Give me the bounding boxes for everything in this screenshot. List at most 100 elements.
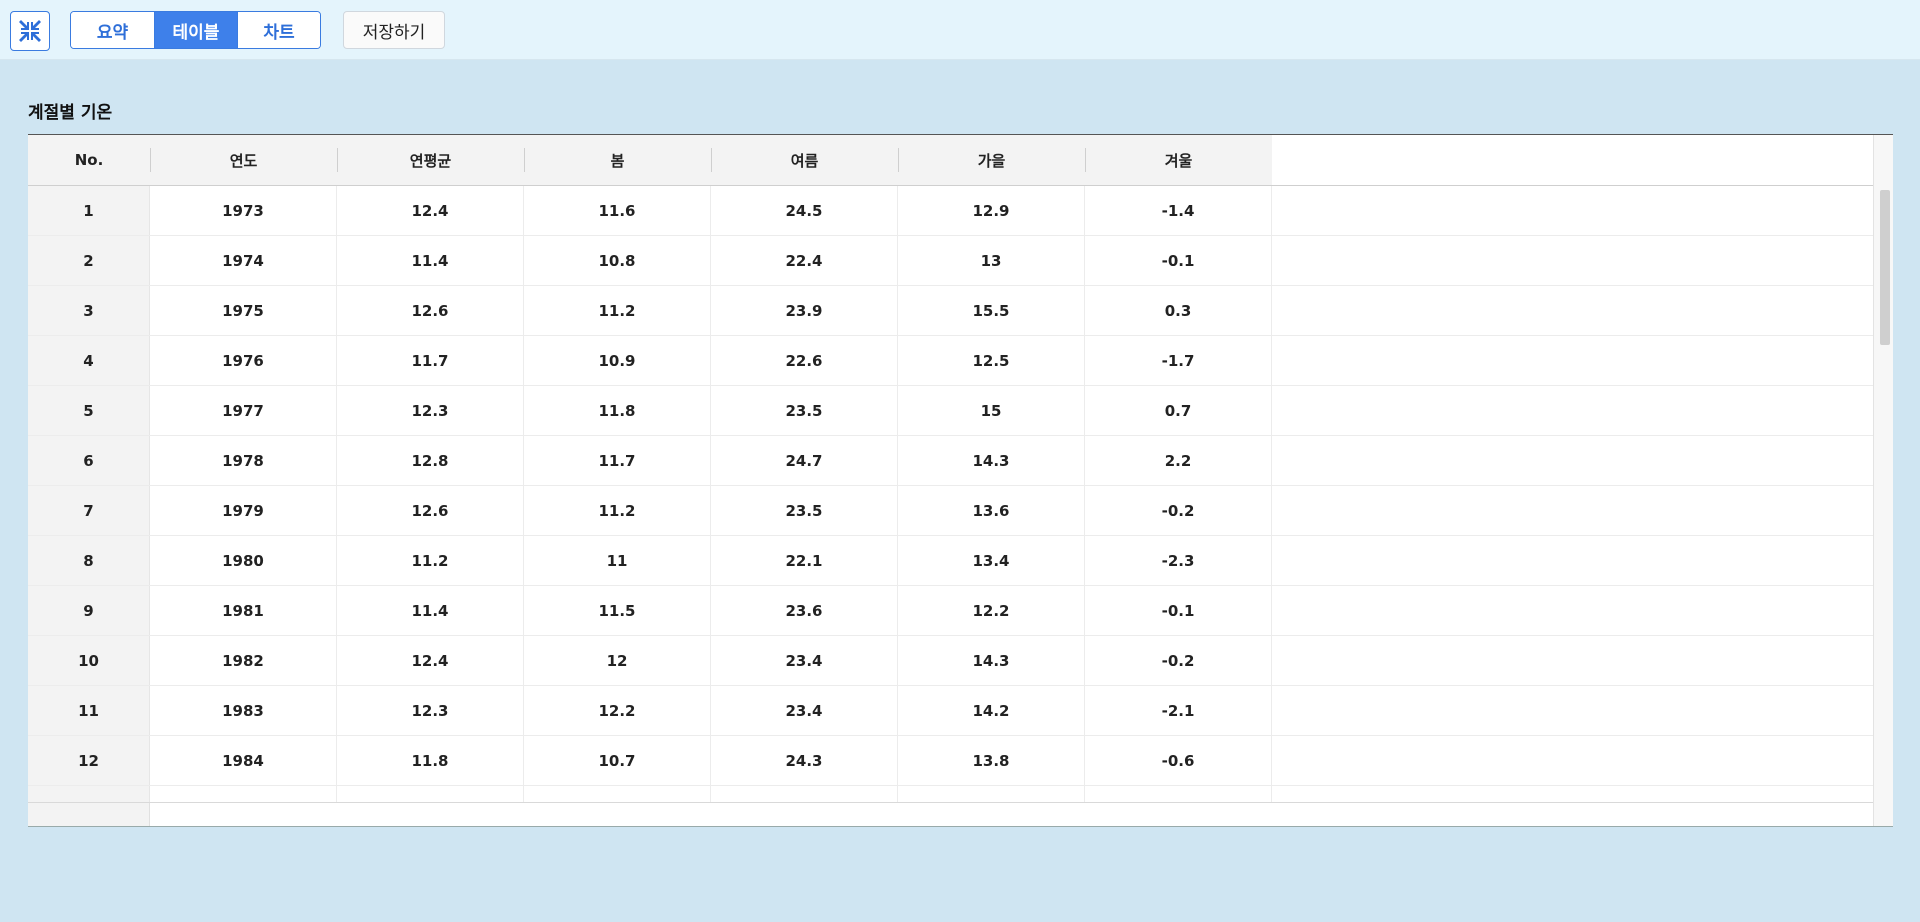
table-cell: 12	[524, 636, 711, 685]
row-number-cell: 11	[28, 686, 150, 735]
table-cell: 1973	[150, 186, 337, 235]
table-cell: 13.8	[898, 736, 1085, 785]
table-row[interactable]: 10 1982 12.4 12 23.4 14.3 -0.2	[28, 636, 1873, 686]
table-cell: 12.9	[898, 186, 1085, 235]
table-cell: 23.6	[711, 586, 898, 635]
column-header-annual-mean[interactable]: 연평균	[337, 135, 524, 185]
grid-footer	[28, 802, 1873, 826]
table-cell: -0.2	[1085, 486, 1272, 535]
row-number-cell: 9	[28, 586, 150, 635]
table-cell: 15	[898, 386, 1085, 435]
table-cell: 1982	[150, 636, 337, 685]
table-cell: 1977	[150, 386, 337, 435]
table-cell: 12.6	[337, 286, 524, 335]
table-cell: 1979	[150, 486, 337, 535]
table-cell: -0.2	[1085, 636, 1272, 685]
table-cell: -2.3	[1085, 536, 1272, 585]
table-cell: 11.8	[524, 386, 711, 435]
table-cell: -1.7	[1085, 336, 1272, 385]
table-cell: 12.6	[337, 486, 524, 535]
table-cell: 14.3	[898, 436, 1085, 485]
table-cell: 14.3	[898, 636, 1085, 685]
tab-table[interactable]: 테이블	[154, 12, 237, 48]
table-cell: 14.2	[898, 686, 1085, 735]
table-cell: 1978	[150, 436, 337, 485]
row-number-cell: 6	[28, 436, 150, 485]
grid-header: No. 연도 연평균 봄 여름 가을 겨울	[28, 135, 1873, 186]
table-cell	[524, 786, 711, 802]
tab-summary[interactable]: 요약	[71, 12, 154, 48]
row-number-cell: 10	[28, 636, 150, 685]
row-number-cell: 12	[28, 736, 150, 785]
table-cell: 10.7	[524, 736, 711, 785]
table-cell: 11.4	[337, 586, 524, 635]
table-cell: 15.5	[898, 286, 1085, 335]
row-number-cell: 5	[28, 386, 150, 435]
column-header-year[interactable]: 연도	[150, 135, 337, 185]
row-number-cell: 7	[28, 486, 150, 535]
table-row[interactable]: 8 1980 11.2 11 22.1 13.4 -2.3	[28, 536, 1873, 586]
table-cell: -2.1	[1085, 686, 1272, 735]
table-cell: 1983	[150, 686, 337, 735]
table-row[interactable]: 9 1981 11.4 11.5 23.6 12.2 -0.1	[28, 586, 1873, 636]
table-row[interactable]: 6 1978 12.8 11.7 24.7 14.3 2.2	[28, 436, 1873, 486]
table-cell	[150, 786, 337, 802]
table-row[interactable]: 3 1975 12.6 11.2 23.9 15.5 0.3	[28, 286, 1873, 336]
collapse-arrows-icon	[19, 20, 41, 42]
table-cell: 11.7	[337, 336, 524, 385]
table-cell: 1976	[150, 336, 337, 385]
column-header-summer[interactable]: 여름	[711, 135, 898, 185]
row-number-cell: 2	[28, 236, 150, 285]
table-cell: 0.7	[1085, 386, 1272, 435]
table-cell: 1981	[150, 586, 337, 635]
table-cell: 12.5	[898, 336, 1085, 385]
table-row[interactable]: 7 1979 12.6 11.2 23.5 13.6 -0.2	[28, 486, 1873, 536]
table-cell: 11.6	[524, 186, 711, 235]
table-cell: 22.6	[711, 336, 898, 385]
column-header-no[interactable]: No.	[28, 135, 150, 185]
table-row[interactable]: 4 1976 11.7 10.9 22.6 12.5 -1.7	[28, 336, 1873, 386]
section-title: 계절별 기온	[28, 103, 113, 123]
table-cell: 11.2	[337, 536, 524, 585]
row-number-cell	[28, 786, 150, 802]
row-number-cell: 4	[28, 336, 150, 385]
table-cell: 23.4	[711, 686, 898, 735]
table-row[interactable]: 5 1977 12.3 11.8 23.5 15 0.7	[28, 386, 1873, 436]
save-button[interactable]: 저장하기	[343, 11, 445, 49]
table-cell: 1984	[150, 736, 337, 785]
table-row-partial	[28, 786, 1873, 802]
grid-body: 1 1973 12.4 11.6 24.5 12.9 -1.4 2 1974 1…	[28, 186, 1873, 802]
table-cell: 12.3	[337, 686, 524, 735]
table-row[interactable]: 2 1974 11.4 10.8 22.4 13 -0.1	[28, 236, 1873, 286]
table-cell: 11.5	[524, 586, 711, 635]
column-header-winter[interactable]: 겨울	[1085, 135, 1272, 185]
table-cell: 13	[898, 236, 1085, 285]
table-cell: 23.5	[711, 386, 898, 435]
scrollbar-thumb[interactable]	[1880, 190, 1890, 345]
column-header-spring[interactable]: 봄	[524, 135, 711, 185]
table-cell: 11	[524, 536, 711, 585]
table-cell: 23.5	[711, 486, 898, 535]
table-cell: 11.4	[337, 236, 524, 285]
vertical-scrollbar[interactable]	[1873, 135, 1893, 826]
tab-chart[interactable]: 차트	[237, 12, 320, 48]
table-cell: 24.7	[711, 436, 898, 485]
table-cell: 12.3	[337, 386, 524, 435]
table-row[interactable]: 12 1984 11.8 10.7 24.3 13.8 -0.6	[28, 736, 1873, 786]
table-cell	[711, 786, 898, 802]
table-row[interactable]: 11 1983 12.3 12.2 23.4 14.2 -2.1	[28, 686, 1873, 736]
view-tabs: 요약 테이블 차트	[70, 11, 321, 49]
table-cell: 11.2	[524, 286, 711, 335]
footer-row-number-cell	[28, 803, 150, 826]
table-cell: 22.4	[711, 236, 898, 285]
table-cell: 12.2	[898, 586, 1085, 635]
column-header-autumn[interactable]: 가을	[898, 135, 1085, 185]
table-row[interactable]: 1 1973 12.4 11.6 24.5 12.9 -1.4	[28, 186, 1873, 236]
table-cell: 12.8	[337, 436, 524, 485]
table-cell: -0.1	[1085, 236, 1272, 285]
toolbar: 요약 테이블 차트 저장하기	[0, 0, 1920, 60]
table-cell: 12.4	[337, 186, 524, 235]
table-cell: 24.5	[711, 186, 898, 235]
collapse-button[interactable]	[10, 11, 50, 51]
table-cell: 22.1	[711, 536, 898, 585]
